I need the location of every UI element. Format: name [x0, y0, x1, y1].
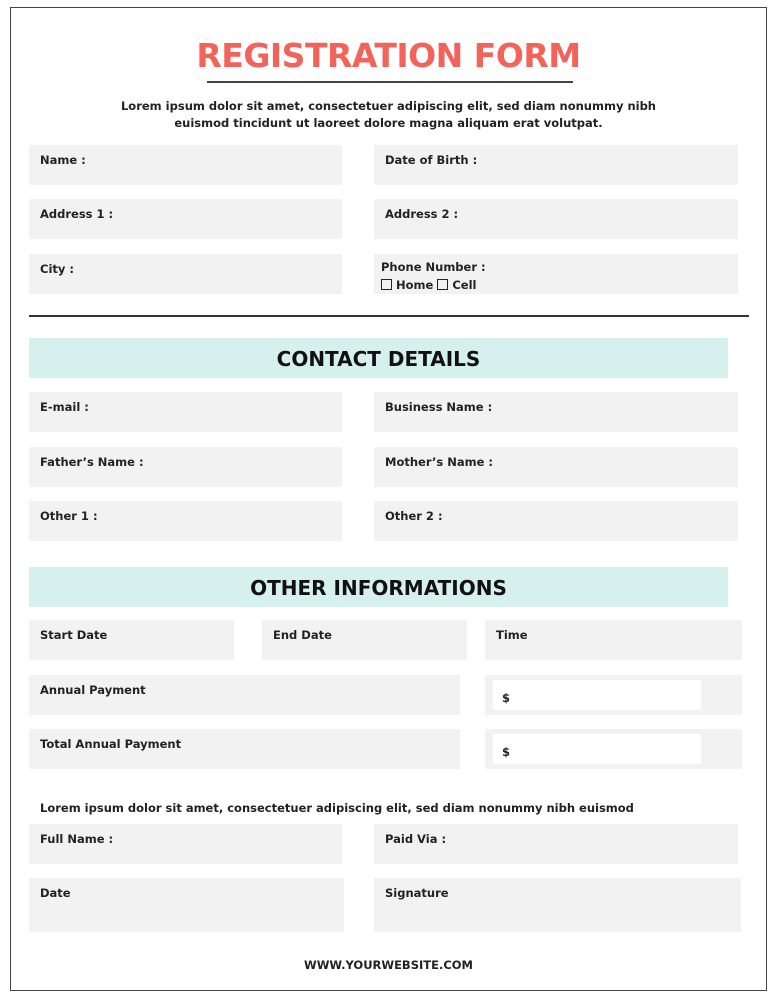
paid-via-field[interactable]: Paid Via :	[374, 824, 738, 864]
name-label: Name :	[40, 153, 86, 167]
other1-label: Other 1 :	[40, 509, 98, 523]
address2-label: Address 2 :	[385, 207, 459, 221]
father-name-label: Father’s Name :	[40, 455, 144, 469]
email-label: E-mail :	[40, 400, 89, 414]
full-name-label: Full Name :	[40, 832, 114, 846]
dob-field[interactable]: Date of Birth :	[374, 145, 738, 185]
other2-field[interactable]: Other 2 :	[374, 501, 738, 541]
title-underline	[207, 81, 573, 83]
total-annual-payment-label: Total Annual Payment	[40, 737, 182, 751]
other-informations-heading: OTHER INFORMATIONS	[29, 567, 728, 607]
intro-text: Lorem ipsum dolor sit amet, consectetuer…	[120, 99, 656, 130]
business-name-label: Business Name :	[385, 400, 493, 414]
other1-field[interactable]: Other 1 :	[29, 501, 342, 541]
payment-note: Lorem ipsum dolor sit amet, consectetuer…	[40, 801, 634, 815]
time-field[interactable]: Time	[485, 620, 742, 660]
home-checkbox[interactable]	[381, 279, 392, 290]
phone-field[interactable]: Phone Number : Home Cell	[374, 254, 738, 294]
start-date-field[interactable]: Start Date	[29, 620, 234, 660]
address2-field[interactable]: Address 2 :	[374, 199, 738, 239]
end-date-field[interactable]: End Date	[262, 620, 467, 660]
phone-label: Phone Number :	[381, 260, 486, 274]
name-field[interactable]: Name :	[29, 145, 342, 185]
end-date-label: End Date	[273, 628, 332, 642]
other2-label: Other 2 :	[385, 509, 443, 523]
annual-payment-label: Annual Payment	[40, 683, 146, 697]
currency-symbol: $	[502, 691, 511, 705]
address1-label: Address 1 :	[40, 207, 114, 221]
contact-details-heading: CONTACT DETAILS	[29, 338, 728, 378]
full-name-field[interactable]: Full Name :	[29, 824, 342, 864]
mother-name-label: Mother’s Name :	[385, 455, 493, 469]
address1-field[interactable]: Address 1 :	[29, 199, 342, 239]
total-annual-payment-input[interactable]: $	[493, 734, 701, 764]
page-border	[10, 7, 767, 991]
date-field[interactable]: Date	[29, 878, 344, 932]
home-label: Home	[396, 278, 434, 292]
total-annual-payment-row: Total Annual Payment	[29, 729, 460, 769]
city-label: City :	[40, 262, 74, 276]
business-name-field[interactable]: Business Name :	[374, 392, 738, 432]
time-label: Time	[496, 628, 528, 642]
signature-field[interactable]: Signature	[374, 878, 741, 932]
form-title: REGISTRATION FORM	[196, 36, 581, 75]
signature-label: Signature	[385, 886, 449, 900]
annual-payment-row: Annual Payment	[29, 675, 460, 715]
currency-symbol: $	[502, 745, 511, 759]
start-date-label: Start Date	[40, 628, 108, 642]
mother-name-field[interactable]: Mother’s Name :	[374, 447, 738, 487]
paid-via-label: Paid Via :	[385, 832, 447, 846]
dob-label: Date of Birth :	[385, 153, 478, 167]
city-field[interactable]: City :	[29, 254, 342, 294]
father-name-field[interactable]: Father’s Name :	[29, 447, 342, 487]
email-field[interactable]: E-mail :	[29, 392, 342, 432]
date-label: Date	[40, 886, 71, 900]
annual-payment-input[interactable]: $	[493, 680, 701, 710]
section-divider	[29, 315, 749, 317]
cell-checkbox[interactable]	[437, 279, 449, 290]
cell-label: Cell	[452, 278, 477, 292]
website-footer: WWW.YOURWEBSITE.COM	[304, 958, 473, 972]
